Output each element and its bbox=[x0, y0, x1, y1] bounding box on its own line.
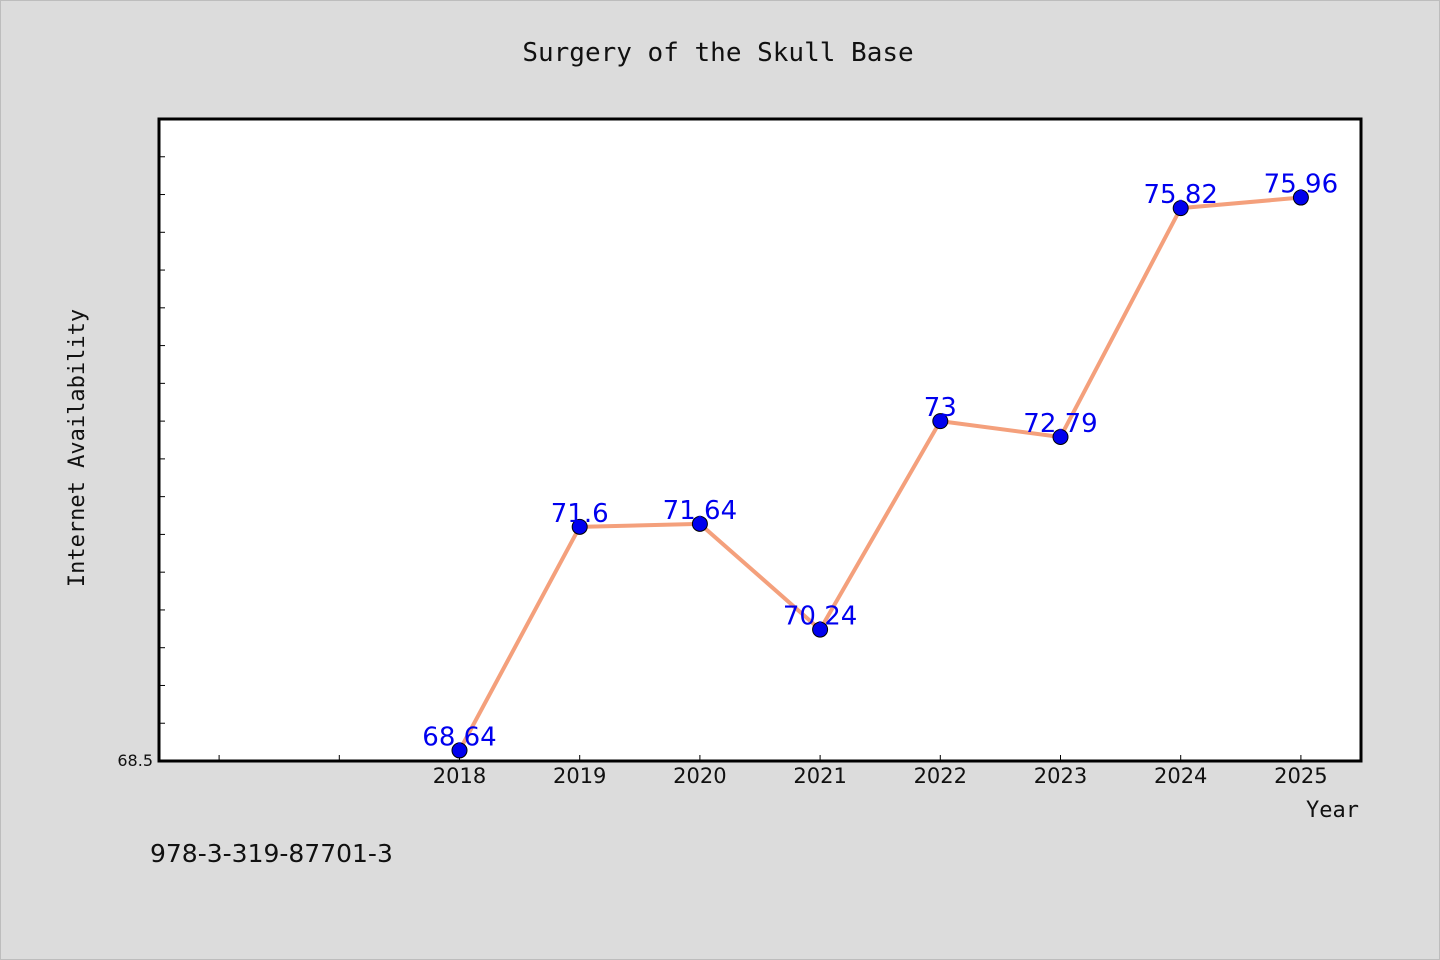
data-label-2019: 71.6 bbox=[551, 499, 609, 529]
data-point-2019 bbox=[571, 518, 588, 535]
data-label-2023: 72.79 bbox=[1023, 409, 1097, 439]
x-tick-label-2018: 2018 bbox=[433, 764, 486, 788]
y-axis-tick-labels: 68.5 bbox=[117, 751, 153, 770]
data-label-2022: 73 bbox=[924, 393, 957, 423]
x-axis-title: Year bbox=[1306, 798, 1359, 823]
x-tick-label-2020: 2020 bbox=[673, 764, 726, 788]
series-line bbox=[457, 195, 1302, 752]
data-label-2024: 75.82 bbox=[1143, 180, 1217, 210]
data-labels: 68.64 71.6 71.64 70.24 73 72.79 75.82 75.96 bbox=[422, 170, 1338, 753]
data-label-2018: 68.64 bbox=[422, 722, 496, 752]
isbn-footer: 978-3-319-87701-3 bbox=[150, 839, 393, 868]
y-axis-ticks bbox=[159, 118, 165, 762]
plot-area bbox=[157, 117, 1363, 763]
x-tick-label-2022: 2022 bbox=[914, 764, 967, 788]
x-tick-label-2023: 2023 bbox=[1034, 764, 1087, 788]
x-tick-label-2019: 2019 bbox=[553, 764, 606, 788]
x-tick-label-2021: 2021 bbox=[793, 764, 846, 788]
data-point-2020 bbox=[691, 515, 708, 532]
data-point-2023 bbox=[1052, 428, 1069, 445]
y-axis-title: Internet Availability bbox=[65, 309, 90, 587]
data-point-2018 bbox=[451, 742, 468, 759]
series-polyline bbox=[457, 195, 1302, 752]
data-label-2020: 71.64 bbox=[663, 496, 737, 526]
y-tick-label-0: 68.5 bbox=[117, 751, 153, 770]
data-point-2022 bbox=[932, 413, 949, 430]
chart-title: Surgery of the Skull Base bbox=[522, 38, 913, 68]
data-point-2024 bbox=[1172, 200, 1189, 217]
series-markers bbox=[451, 189, 1309, 759]
x-axis-tick-labels: 2018 2019 2020 2021 2022 2023 2024 2025 bbox=[433, 764, 1328, 788]
x-tick-label-2024: 2024 bbox=[1154, 764, 1207, 788]
data-label-2025: 75.96 bbox=[1264, 170, 1338, 200]
data-point-2021 bbox=[812, 621, 829, 638]
data-label-2021: 70.24 bbox=[783, 602, 857, 632]
x-tick-label-2025: 2025 bbox=[1274, 764, 1327, 788]
data-point-2025 bbox=[1292, 189, 1309, 206]
